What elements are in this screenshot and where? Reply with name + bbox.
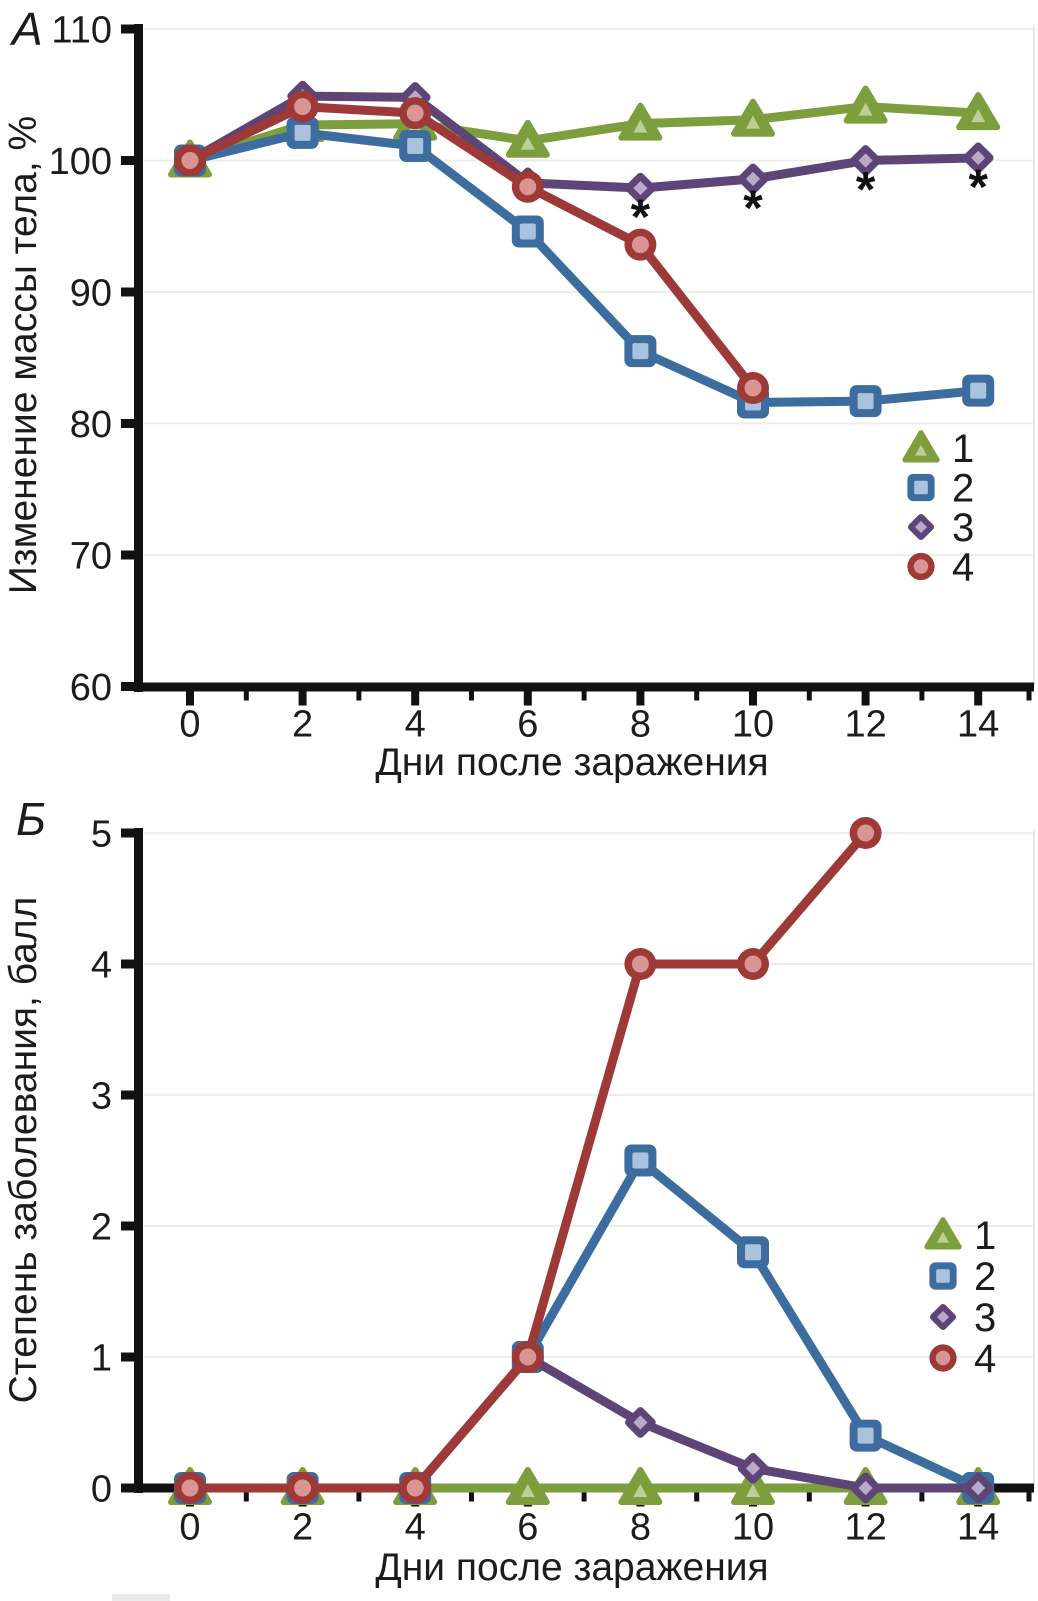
tick-label: 12 (844, 703, 886, 745)
series-4 (174, 817, 882, 1504)
tick-label: 0 (179, 703, 200, 745)
legend-label: 4 (952, 546, 974, 590)
legend-label: 3 (952, 506, 974, 550)
tick-label: 8 (630, 1506, 651, 1548)
tick-label: 2 (292, 703, 313, 745)
tick-label: 0 (91, 1468, 112, 1510)
tick-label: 6 (517, 1506, 538, 1548)
panel-a-x-axis-label: Дни после заражения (375, 741, 769, 784)
significance-asterisks: * * * * (631, 159, 989, 245)
tick-label: 4 (405, 1506, 426, 1548)
tick-label: 10 (732, 703, 774, 745)
gridlines (144, 25, 1035, 687)
series-2 (174, 1144, 995, 1504)
tick-label: 0 (179, 1506, 200, 1548)
legend-label: 3 (974, 1296, 996, 1340)
legend-label: 2 (952, 467, 974, 511)
tick-label: 5 (91, 813, 112, 855)
tick-label: 100 (49, 141, 112, 183)
asterisk: * (631, 189, 651, 245)
asterisk: * (856, 162, 876, 218)
tick-label: 12 (844, 1506, 886, 1548)
asterisk: * (743, 180, 763, 236)
tick-label: 2 (91, 1206, 112, 1248)
gridlines (144, 829, 1035, 1488)
asterisk: * (968, 159, 988, 215)
tick-label: 60 (70, 667, 112, 709)
axes (121, 24, 1034, 706)
tick-label: 1 (91, 1337, 112, 1379)
tick-label: 70 (70, 535, 112, 577)
tick-label: 14 (957, 703, 999, 745)
series-4 (174, 90, 769, 404)
tick-label: 3 (91, 1075, 112, 1117)
tick-label: 4 (405, 703, 426, 745)
tick-label: 8 (630, 703, 651, 745)
tick-label: 6 (517, 703, 538, 745)
tick-label: 14 (957, 1506, 999, 1548)
series-2 (174, 116, 995, 419)
legend-label: 1 (974, 1214, 996, 1258)
tick-label: 90 (70, 272, 112, 314)
tick-label: 110 (51, 9, 112, 51)
tick-label: 80 (70, 404, 112, 446)
tick-label: 10 (732, 1506, 774, 1548)
panel-a-label: А (12, 3, 43, 55)
legend-label: 4 (974, 1337, 996, 1381)
tick-label: 4 (91, 944, 112, 986)
tick-label: 2 (292, 1506, 313, 1548)
legend-label: 2 (974, 1255, 996, 1299)
cropped-artifact (112, 1594, 170, 1601)
panel-b-x-axis-label: Дни после заражения (375, 1546, 769, 1589)
legend-label: 1 (952, 427, 974, 471)
panel-b-label: Б (16, 793, 46, 845)
